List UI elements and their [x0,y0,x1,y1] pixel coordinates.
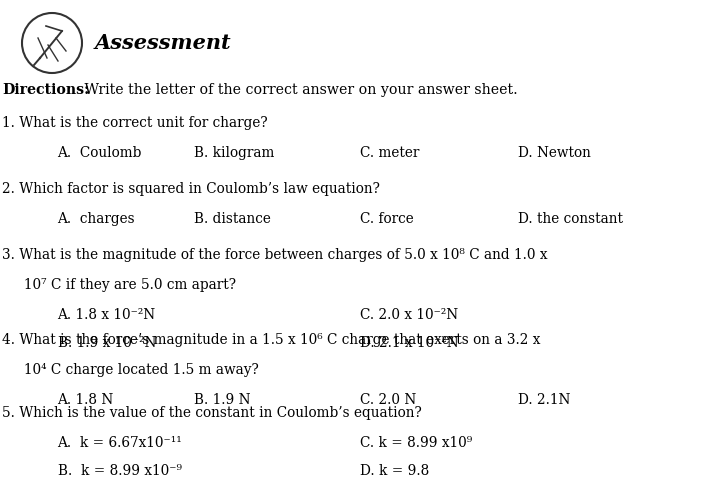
Text: C. 2.0 N: C. 2.0 N [360,393,416,407]
Text: 3. What is the magnitude of the force between charges of 5.0 x 10⁸ C and 1.0 x: 3. What is the magnitude of the force be… [2,248,547,262]
Text: 10⁷ C if they are 5.0 cm apart?: 10⁷ C if they are 5.0 cm apart? [2,278,236,292]
Text: A. 1.8 x 10⁻²N: A. 1.8 x 10⁻²N [58,308,155,322]
Text: 4. What is the force’s magnitude in a 1.5 x 10⁶ C charge that exerts on a 3.2 x: 4. What is the force’s magnitude in a 1.… [2,333,541,347]
Text: Write the letter of the correct answer on your answer sheet.: Write the letter of the correct answer o… [80,83,518,97]
Text: C. meter: C. meter [360,146,419,160]
Text: D. Newton: D. Newton [518,146,590,160]
Text: A.  charges: A. charges [58,212,135,226]
Text: 5. Which is the value of the constant in Coulomb’s equation?: 5. Which is the value of the constant in… [2,406,422,420]
Text: A.  Coulomb: A. Coulomb [58,146,142,160]
Text: D. k = 9.8: D. k = 9.8 [360,464,429,478]
Text: Directions:: Directions: [2,83,89,97]
Text: C. k = 8.99 x10⁹: C. k = 8.99 x10⁹ [360,436,472,450]
Text: B.  k = 8.99 x10⁻⁹: B. k = 8.99 x10⁻⁹ [58,464,181,478]
Text: 10⁴ C charge located 1.5 m away?: 10⁴ C charge located 1.5 m away? [2,363,259,377]
Text: A.  k = 6.67x10⁻¹¹: A. k = 6.67x10⁻¹¹ [58,436,183,450]
Text: B. distance: B. distance [194,212,271,226]
Text: D. 2.1 x 10⁻²N: D. 2.1 x 10⁻²N [360,336,458,350]
Text: 2. Which factor is squared in Coulomb’s law equation?: 2. Which factor is squared in Coulomb’s … [2,182,380,196]
Text: D. 2.1N: D. 2.1N [518,393,570,407]
Text: B. 1.9 x 10⁻²N: B. 1.9 x 10⁻²N [58,336,156,350]
Text: D. the constant: D. the constant [518,212,623,226]
Text: B. 1.9 N: B. 1.9 N [194,393,251,407]
Text: Assessment: Assessment [95,33,232,53]
Text: C. 2.0 x 10⁻²N: C. 2.0 x 10⁻²N [360,308,457,322]
Text: B. kilogram: B. kilogram [194,146,275,160]
Text: C. force: C. force [360,212,413,226]
Text: 1. What is the correct unit for charge?: 1. What is the correct unit for charge? [2,116,267,130]
Text: A. 1.8 N: A. 1.8 N [58,393,114,407]
